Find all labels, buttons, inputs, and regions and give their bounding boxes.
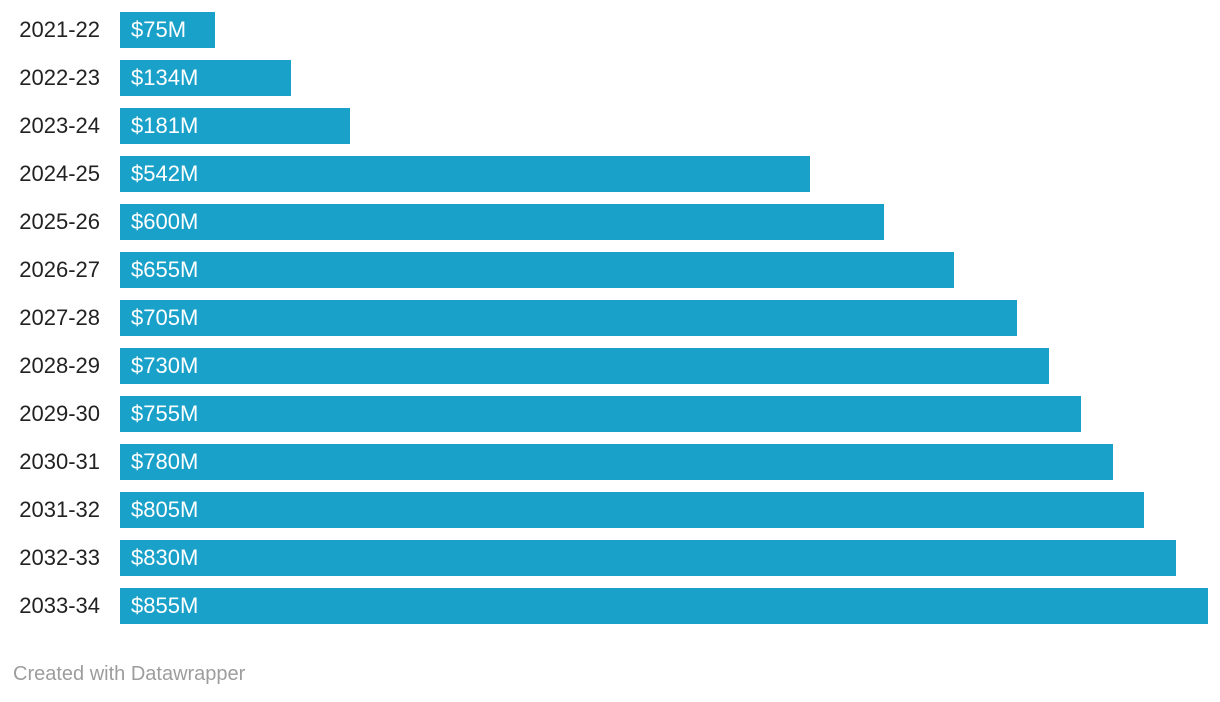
category-label: 2032-33 xyxy=(19,545,100,570)
category-label: 2026-27 xyxy=(19,257,100,282)
bar: $730M xyxy=(120,348,1049,384)
value-label: $542M xyxy=(131,161,199,186)
chart-row: 2026-27 $655M xyxy=(0,252,1220,288)
bar: $755M xyxy=(120,396,1081,432)
bar: $75M xyxy=(120,12,216,48)
value-label: $181M xyxy=(131,113,199,138)
bar: $134M xyxy=(120,60,291,96)
value-label: $730M xyxy=(131,353,199,378)
chart-row: 2028-29 $730M xyxy=(0,348,1220,384)
bar: $830M xyxy=(120,540,1177,576)
chart-rows: 2021-22 $75M 2022-23 $134M 2023-24 $181M 2024-… xyxy=(0,12,1220,624)
category-label: 2025-26 xyxy=(19,209,100,234)
chart-row: 2024-25 $542M xyxy=(0,156,1220,192)
category-label: 2021-22 xyxy=(19,17,100,42)
value-label: $855M xyxy=(131,593,199,618)
category-label: 2022-23 xyxy=(19,65,100,90)
category-label: 2027-28 xyxy=(19,305,100,330)
chart-row: 2031-32 $805M xyxy=(0,492,1220,528)
chart-row: 2022-23 $134M xyxy=(0,60,1220,96)
category-label: 2024-25 xyxy=(19,161,100,186)
bar: $655M xyxy=(120,252,954,288)
chart-row: 2023-24 $181M xyxy=(0,108,1220,144)
category-label: 2033-34 xyxy=(19,593,100,618)
bar: $705M xyxy=(120,300,1018,336)
category-label: 2029-30 xyxy=(19,401,100,426)
bar: $805M xyxy=(120,492,1145,528)
value-label: $655M xyxy=(131,257,199,282)
bar: $542M xyxy=(120,156,810,192)
value-label: $755M xyxy=(131,401,199,426)
value-label: $830M xyxy=(131,545,199,570)
value-label: $600M xyxy=(131,209,199,234)
chart-row: 2025-26 $600M xyxy=(0,204,1220,240)
chart-row: 2030-31 $780M xyxy=(0,444,1220,480)
chart-row: 2029-30 $755M xyxy=(0,396,1220,432)
category-label: 2030-31 xyxy=(19,449,100,474)
value-label: $75M xyxy=(131,17,187,42)
horizontal-bar-chart: 2021-22 $75M 2022-23 $134M 2023-24 $181M 2024-… xyxy=(0,12,1220,624)
chart-row: 2033-34 $855M xyxy=(0,588,1220,624)
value-label: $805M xyxy=(131,497,199,522)
category-label: 2023-24 xyxy=(19,113,100,138)
bar: $780M xyxy=(120,444,1113,480)
datawrapper-credit-link[interactable]: Created with Datawrapper xyxy=(13,663,246,685)
category-label: 2028-29 xyxy=(19,353,100,378)
bar: $600M xyxy=(120,204,884,240)
chart-row: 2032-33 $830M xyxy=(0,540,1220,576)
value-label: $780M xyxy=(131,449,199,474)
value-label: $134M xyxy=(131,65,199,90)
bar: $181M xyxy=(120,108,351,144)
bar: $855M xyxy=(120,588,1208,624)
chart-row: 2021-22 $75M xyxy=(0,12,1220,48)
value-label: $705M xyxy=(131,305,199,330)
category-label: 2031-32 xyxy=(19,497,100,522)
chart-row: 2027-28 $705M xyxy=(0,300,1220,336)
